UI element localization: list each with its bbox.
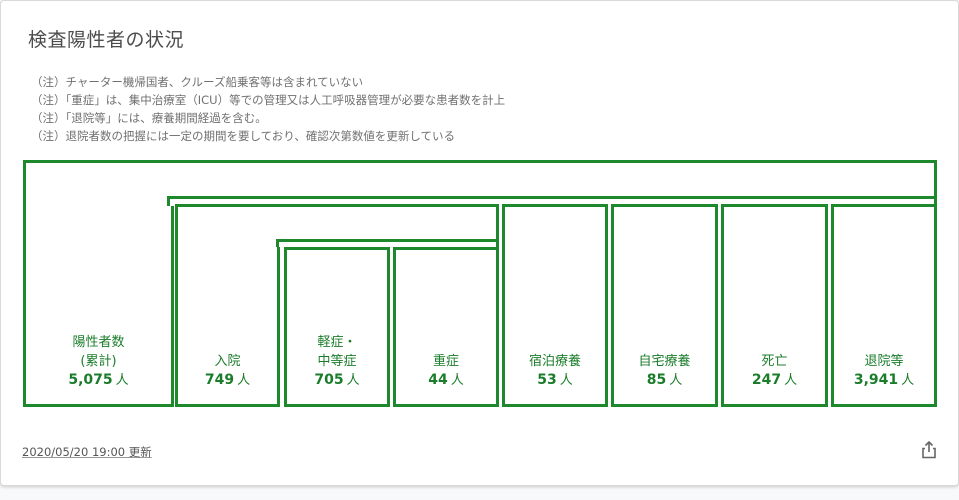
note-2: （注）「重症」は、集中治療室（ICU）等での管理又は人工呼吸器管理が必要な患者数… (31, 93, 506, 107)
positive-status-card: 検査陽性者の状況 （注）チャーター機帰国者、クルーズ船乗客等は含まれていない （… (0, 0, 959, 486)
note-1: （注）チャーター機帰国者、クルーズ船乗客等は含まれていない (31, 75, 364, 89)
last-updated: 2020/05/20 19:00 更新 (22, 445, 152, 459)
card-title: 検査陽性者の状況 (28, 29, 185, 51)
share-icon[interactable] (921, 441, 937, 459)
note-4: （注）退院者数の把握には一定の期間を要しており、確認次第数値を更新している (31, 129, 456, 143)
notes: （注）チャーター機帰国者、クルーズ船乗客等は含まれていない （注）「重症」は、集… (31, 73, 505, 145)
note-3: （注）「退院等」には、療養期間経過を含む。 (31, 111, 267, 125)
